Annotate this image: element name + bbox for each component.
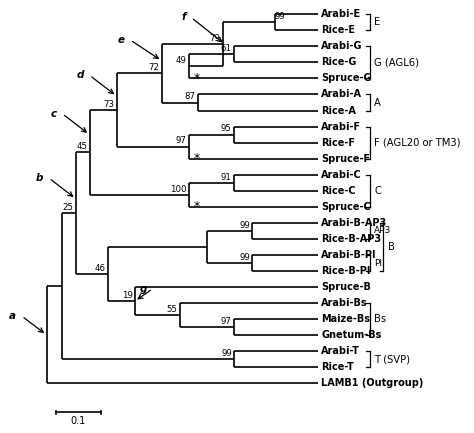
Text: 45: 45 bbox=[76, 142, 87, 151]
Text: c: c bbox=[51, 109, 57, 119]
Text: a: a bbox=[9, 311, 16, 321]
Text: 91: 91 bbox=[221, 172, 232, 181]
Text: Rice-C: Rice-C bbox=[321, 186, 356, 196]
Text: 100: 100 bbox=[170, 184, 187, 194]
Text: E: E bbox=[374, 17, 381, 27]
Text: Gnetum-Bs: Gnetum-Bs bbox=[321, 330, 382, 340]
Text: B: B bbox=[388, 242, 394, 252]
Text: 0.1: 0.1 bbox=[71, 417, 86, 427]
Text: Spruce-B: Spruce-B bbox=[321, 282, 371, 292]
Text: *: * bbox=[193, 200, 200, 213]
Text: d: d bbox=[77, 70, 84, 80]
Text: 25: 25 bbox=[63, 203, 73, 212]
Text: Spruce-F: Spruce-F bbox=[321, 154, 371, 164]
Text: 61: 61 bbox=[221, 44, 232, 53]
Text: Arabi-Bs: Arabi-Bs bbox=[321, 298, 368, 308]
Text: Maize-Bs: Maize-Bs bbox=[321, 314, 370, 324]
Text: 55: 55 bbox=[167, 305, 178, 314]
Text: 19: 19 bbox=[121, 291, 132, 300]
Text: e: e bbox=[118, 35, 125, 45]
Text: G (AGL6): G (AGL6) bbox=[374, 58, 419, 68]
Text: Arabi-A: Arabi-A bbox=[321, 90, 362, 100]
Text: 49: 49 bbox=[176, 56, 187, 65]
Text: g: g bbox=[140, 284, 147, 294]
Text: 99: 99 bbox=[239, 221, 250, 229]
Text: Bs: Bs bbox=[374, 314, 386, 324]
Text: Arabi-E: Arabi-E bbox=[321, 9, 362, 19]
Text: Rice-A: Rice-A bbox=[321, 106, 356, 116]
Text: 87: 87 bbox=[185, 92, 196, 101]
Text: AP3: AP3 bbox=[374, 226, 392, 236]
Text: Rice-E: Rice-E bbox=[321, 25, 356, 35]
Text: Rice-T: Rice-T bbox=[321, 362, 354, 372]
Text: 99: 99 bbox=[275, 12, 285, 21]
Text: Rice-B-AP3: Rice-B-AP3 bbox=[321, 234, 382, 244]
Text: 73: 73 bbox=[103, 100, 114, 109]
Text: Arabi-B-AP3: Arabi-B-AP3 bbox=[321, 218, 388, 228]
Text: C: C bbox=[374, 186, 381, 196]
Text: Spruce-G: Spruce-G bbox=[321, 74, 372, 84]
Text: b: b bbox=[36, 173, 44, 183]
Text: 95: 95 bbox=[221, 124, 232, 133]
Text: T (SVP): T (SVP) bbox=[374, 354, 410, 365]
Text: Rice-B-PI: Rice-B-PI bbox=[321, 266, 371, 276]
Text: A: A bbox=[374, 97, 381, 107]
Text: PI: PI bbox=[374, 259, 382, 268]
Text: Rice-F: Rice-F bbox=[321, 138, 356, 148]
Text: Arabi-T: Arabi-T bbox=[321, 346, 360, 356]
Text: 72: 72 bbox=[148, 63, 160, 72]
Text: 46: 46 bbox=[94, 264, 105, 273]
Text: *: * bbox=[193, 152, 200, 165]
Text: Arabi-F: Arabi-F bbox=[321, 122, 362, 132]
Text: 99: 99 bbox=[221, 349, 232, 358]
Text: F (AGL20 or TM3): F (AGL20 or TM3) bbox=[374, 138, 461, 148]
Text: Arabi-C: Arabi-C bbox=[321, 170, 362, 180]
Text: LAMB1 (Outgroup): LAMB1 (Outgroup) bbox=[321, 378, 424, 388]
Text: 79: 79 bbox=[210, 34, 220, 43]
Text: Spruce-C: Spruce-C bbox=[321, 202, 371, 212]
Text: *: * bbox=[193, 72, 200, 85]
Text: 99: 99 bbox=[239, 253, 250, 262]
Text: 97: 97 bbox=[221, 317, 232, 326]
Text: f: f bbox=[181, 13, 186, 23]
Text: Rice-G: Rice-G bbox=[321, 58, 356, 68]
Text: Arabi-B-PI: Arabi-B-PI bbox=[321, 250, 377, 260]
Text: Arabi-G: Arabi-G bbox=[321, 41, 363, 52]
Text: 97: 97 bbox=[176, 136, 187, 145]
